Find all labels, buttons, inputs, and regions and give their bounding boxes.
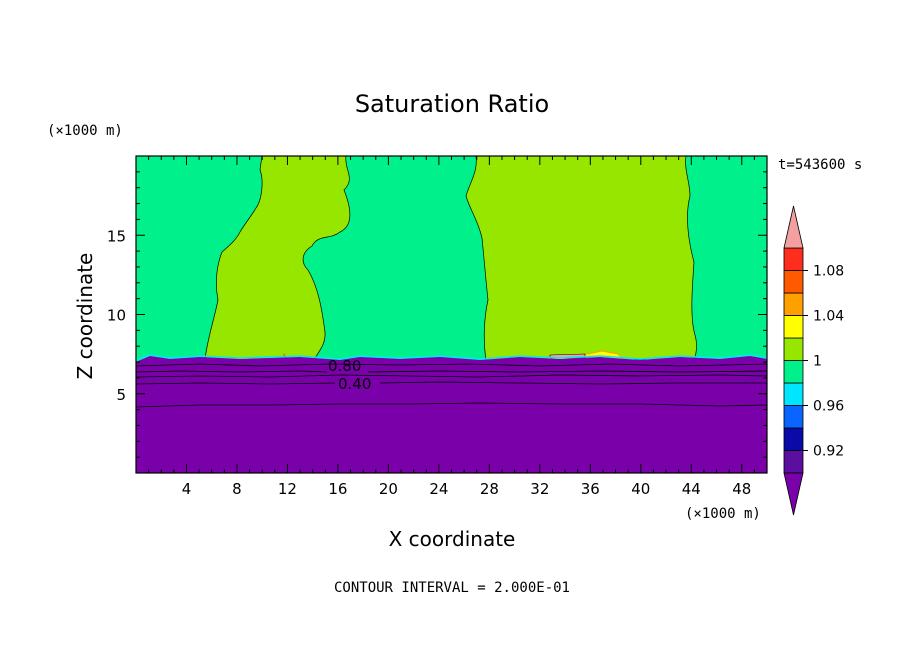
y-tick-label: 10	[107, 307, 126, 325]
contour-line-0.20	[135, 402, 768, 408]
x-unit-label: (×1000 m)	[685, 506, 761, 522]
x-axis: 4 8 12 16 20 24 28 32 36 40 44 48	[148, 156, 755, 498]
x-tick-label: 44	[682, 480, 701, 498]
colorbar-swatch	[783, 360, 804, 384]
y-axis: 5 10 15	[107, 171, 767, 458]
contour-label-0.40: 0.40	[338, 375, 371, 393]
column-1-fill	[204, 155, 351, 361]
x-tick-label: 28	[480, 480, 499, 498]
colorbar-label: 1	[813, 354, 822, 370]
contour-line-0.80	[135, 370, 768, 373]
colorbar-label: 1.08	[813, 264, 844, 280]
x-tick-label: 40	[631, 480, 650, 498]
contour-line-0.60	[135, 374, 768, 378]
colorbar-label: 0.92	[813, 444, 844, 460]
x-tick-label: 48	[732, 480, 751, 498]
x-tick-label: 32	[530, 480, 549, 498]
y-tick-label: 5	[116, 386, 126, 404]
lower-layer-fill	[136, 356, 767, 473]
colorbar-swatch	[783, 292, 804, 316]
y-unit-label: (×1000 m)	[47, 123, 123, 139]
colorbar-label: 1.04	[813, 309, 844, 325]
y-tick-label: 15	[107, 227, 126, 245]
y-axis-label: Z coordinate	[73, 253, 97, 380]
chart-title: Saturation Ratio	[355, 90, 549, 118]
x-tick-label: 16	[328, 480, 347, 498]
colorbar-swatch	[783, 247, 804, 271]
colorbar-under-arrow	[783, 472, 804, 516]
colorbar-swatch	[783, 270, 804, 294]
plot-area: 0.80 0.40	[135, 155, 768, 474]
x-axis-label: X coordinate	[389, 527, 516, 551]
colorbar-swatch	[783, 427, 804, 451]
colorbar-swatch	[783, 382, 804, 406]
colorbar-swatch	[783, 405, 804, 429]
colorbar-swatch	[783, 315, 804, 339]
contour-interval-label: CONTOUR INTERVAL = 2.000E-01	[334, 580, 570, 596]
colorbar-swatch	[783, 450, 804, 474]
contour-line-1	[135, 363, 768, 367]
colorbar-label: 0.96	[813, 399, 844, 415]
time-label: t=543600 s	[778, 157, 862, 173]
colorbar: 0.92 0.96 1 1.04 1.08	[783, 205, 844, 516]
x-tick-label: 4	[182, 480, 192, 498]
x-tick-label: 20	[379, 480, 398, 498]
x-tick-label: 24	[429, 480, 448, 498]
column-2-fill	[465, 155, 697, 361]
x-tick-label: 12	[278, 480, 297, 498]
contour-line-0.40	[135, 381, 767, 385]
x-tick-label: 36	[581, 480, 600, 498]
contour-label-0.80: 0.80	[328, 357, 361, 375]
inversion-fringe	[135, 354, 768, 361]
colorbar-swatch	[783, 337, 804, 361]
colorbar-over-arrow	[783, 205, 804, 249]
x-tick-label: 8	[232, 480, 242, 498]
